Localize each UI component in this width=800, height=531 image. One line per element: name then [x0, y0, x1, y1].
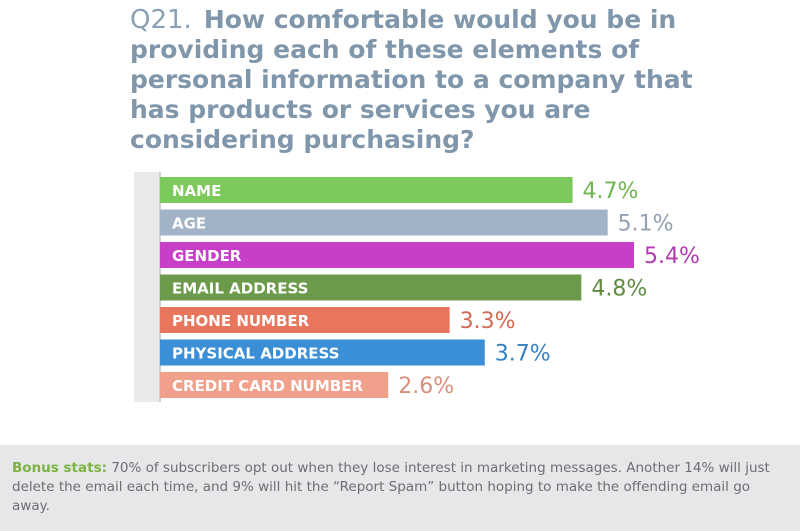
title-line: providing each of these elements of: [130, 35, 640, 64]
value-label: 5.1%: [618, 212, 674, 237]
title-line: personal information to a company that: [130, 65, 693, 94]
value-label: 3.3%: [460, 309, 516, 334]
bar-category-label: PHYSICAL ADDRESS: [172, 345, 339, 363]
bar-category-label: EMAIL ADDRESS: [172, 280, 308, 298]
bonus-box: Bonus stats: 70% of subscribers opt out …: [0, 445, 800, 531]
bar: [160, 307, 450, 333]
value-label: 2.6%: [398, 374, 454, 399]
bonus-label: Bonus stats:: [12, 460, 108, 476]
bar: [160, 242, 634, 268]
bar: [160, 339, 485, 366]
bar: [160, 372, 389, 398]
bar-category-label: AGE: [172, 215, 206, 233]
value-label: 4.7%: [583, 179, 639, 204]
bonus-text: 70% of subscribers opt out when they los…: [12, 460, 770, 514]
label-panel-shadow: [134, 172, 160, 402]
title-line: considering purchasing?: [130, 125, 475, 154]
question-number: Q21.: [130, 5, 192, 35]
bar-category-label: PHONE NUMBER: [172, 312, 310, 330]
bar-category-label: NAME: [172, 182, 221, 200]
value-label: 5.4%: [644, 244, 700, 269]
title-line: has products or services you are: [130, 95, 590, 124]
chart: Q21. How comfortable would you be inprovi…: [130, 5, 700, 402]
bar: [160, 274, 582, 301]
value-label: 4.8%: [591, 277, 647, 302]
title-line: How comfortable would you be in: [204, 5, 676, 34]
bar: [160, 177, 573, 203]
bar: [160, 209, 608, 236]
bar-category-label: CREDIT CARD NUMBER: [172, 377, 363, 395]
bar-category-label: GENDER: [172, 247, 242, 265]
value-label: 3.7%: [495, 342, 551, 367]
